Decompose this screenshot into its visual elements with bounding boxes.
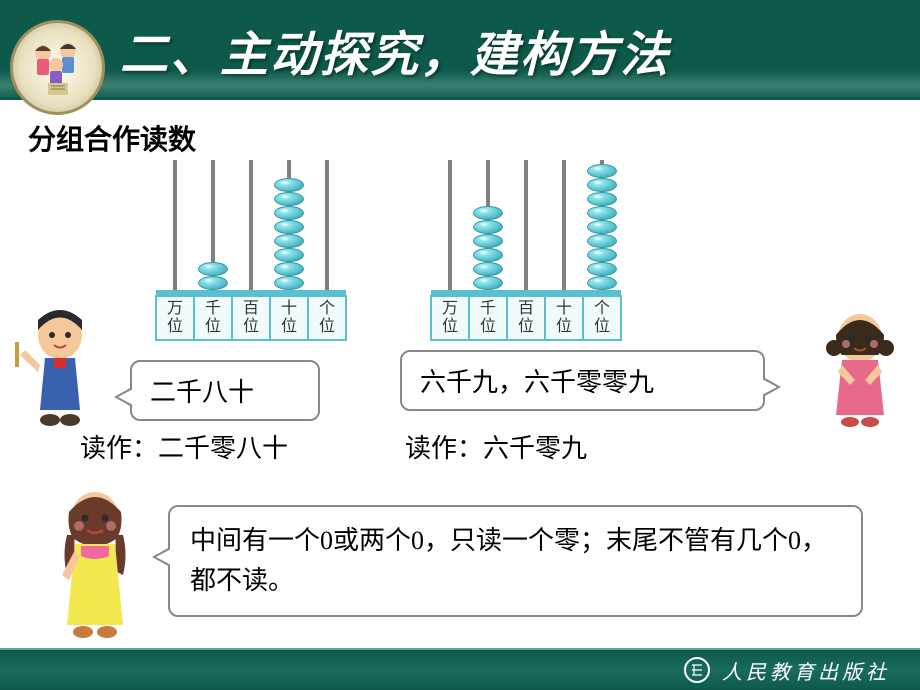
abacus-bead — [274, 248, 304, 262]
abacus-bead — [587, 192, 617, 206]
reading-right: 读作：六千零九 — [405, 428, 587, 465]
place-label: 千位 — [469, 296, 507, 340]
abacus-bead — [473, 276, 503, 290]
place-label: 千位 — [194, 296, 232, 340]
girl-character — [810, 300, 910, 430]
abacus-bead — [198, 276, 228, 290]
rule-bubble: 中间有一个0或两个0，只读一个零；末尾不管有几个0，都不读。 — [168, 505, 863, 617]
abacus-rod — [448, 160, 452, 290]
abacus-bead — [274, 262, 304, 276]
subtitle: 分组合作读数 — [28, 118, 196, 158]
abacus-column — [270, 178, 308, 290]
abacus-bead — [473, 262, 503, 276]
abacus-rod — [249, 160, 253, 290]
page-title: 二、主动探究，建构方法 — [120, 15, 670, 85]
abacus-bead — [587, 276, 617, 290]
abacus-bead — [274, 276, 304, 290]
speech-bubble-right: 六千九，六千零零九 — [400, 350, 765, 411]
abacus-bead — [587, 248, 617, 262]
publisher-logo-icon — [684, 657, 710, 683]
place-label: 个位 — [308, 296, 346, 340]
abacus-left — [156, 160, 346, 295]
abacus-rod — [562, 160, 566, 290]
abacus-column — [583, 164, 621, 290]
abacus-bead — [473, 234, 503, 248]
place-label: 十位 — [270, 296, 308, 340]
place-label: 百位 — [232, 296, 270, 340]
abacus-bead — [274, 220, 304, 234]
abacus-bead — [473, 248, 503, 262]
abacus-right — [431, 160, 621, 295]
place-label: 百位 — [507, 296, 545, 340]
place-label: 万位 — [431, 296, 469, 340]
abacus-bead — [473, 206, 503, 220]
children-icon — [23, 33, 93, 103]
header-band: 二、主动探究，建构方法 — [0, 0, 920, 100]
reading-left: 读作：二千零八十 — [80, 428, 288, 465]
abacus-column — [194, 262, 232, 290]
abacus-bead — [274, 206, 304, 220]
abacus-rod — [524, 160, 528, 290]
abacus-right-area: 万位千位百位十位个位 — [430, 160, 622, 341]
publisher-name: 人民教育出版社 — [722, 656, 890, 685]
abacus-bead — [473, 220, 503, 234]
speech-bubble-left: 二千八十 — [130, 360, 320, 421]
place-label: 个位 — [583, 296, 621, 340]
abacus-bead — [587, 262, 617, 276]
abacus-rod — [325, 160, 329, 290]
abacus-rod — [173, 160, 177, 290]
header-medallion — [10, 20, 105, 115]
abacus-bead — [274, 192, 304, 206]
abacus-bead — [587, 164, 617, 178]
abacus-bead — [587, 220, 617, 234]
abacus-left-area: 万位千位百位十位个位 — [155, 160, 347, 341]
abacus-bead — [274, 178, 304, 192]
abacus-bead — [274, 234, 304, 248]
place-label: 十位 — [545, 296, 583, 340]
abacus-right-labels: 万位千位百位十位个位 — [430, 295, 622, 341]
teacher-character — [37, 480, 152, 640]
place-label: 万位 — [156, 296, 194, 340]
abacus-bead — [198, 262, 228, 276]
abacus-bead — [587, 234, 617, 248]
footer-band: 人民教育出版社 — [0, 648, 920, 690]
abacus-left-labels: 万位千位百位十位个位 — [155, 295, 347, 341]
abacus-bead — [587, 178, 617, 192]
abacus-bead — [587, 206, 617, 220]
boy-character — [10, 300, 110, 430]
abacus-column — [469, 206, 507, 290]
